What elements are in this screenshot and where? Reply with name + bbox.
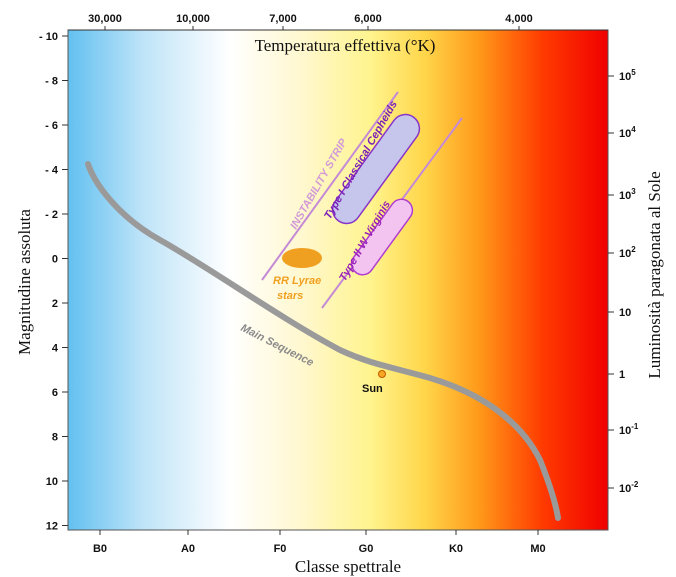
left-tick-label: 6 xyxy=(52,387,58,399)
left-tick-label: 8 xyxy=(52,432,58,444)
top-tick-label: 10,000 xyxy=(176,13,210,25)
left-tick-label: - 4 xyxy=(45,165,59,177)
left-tick-label: 12 xyxy=(46,521,58,533)
bottom-tick-label: B0 xyxy=(93,543,107,555)
right-tick-label: 10-1 xyxy=(619,422,639,437)
right-tick-label: 10 xyxy=(619,307,631,319)
type-ii-w-virginis-region xyxy=(350,198,414,276)
left-tick-label: - 8 xyxy=(45,76,58,88)
left-axis-title: Magnitudine assoluta xyxy=(15,209,34,355)
rr-lyrae-label-2: stars xyxy=(277,290,303,302)
bottom-tick-label: A0 xyxy=(181,543,195,555)
top-tick-label: 4,000 xyxy=(505,13,533,25)
sun-label: Sun xyxy=(362,383,383,395)
left-tick-label: 2 xyxy=(52,298,58,310)
main-sequence-curve xyxy=(85,161,561,521)
right-tick-label: 103 xyxy=(619,187,636,202)
bottom-tick-label: M0 xyxy=(530,543,545,555)
top-tick-label: 7,000 xyxy=(269,13,297,25)
instability-strip-left-boundary xyxy=(261,91,399,281)
type-i-cepheids-region xyxy=(331,113,421,225)
sun-marker xyxy=(378,370,386,378)
right-tick-label: 10-2 xyxy=(619,480,639,495)
rr-lyrae-region xyxy=(282,248,322,268)
right-axis-title: Luminosità paragonata al Sole xyxy=(645,171,664,378)
rr-lyrae-label: RR Lyrae xyxy=(273,275,321,287)
temperature-gradient-background xyxy=(68,30,608,530)
top-axis-title: Temperatura effettiva (°K) xyxy=(255,36,436,55)
left-tick-label: 0 xyxy=(52,254,58,266)
top-tick-label: 6,000 xyxy=(354,13,382,25)
left-tick-label: 10 xyxy=(46,476,58,488)
left-tick-label: - 10 xyxy=(39,31,58,43)
bottom-axis-title: Classe spettrale xyxy=(295,557,401,576)
top-tick-label: 30,000 xyxy=(88,13,122,25)
bottom-spectral-axis: B0 A0 F0 G0 K0 M0 Classe spettrale xyxy=(93,530,546,576)
right-tick-label: 102 xyxy=(619,245,636,260)
bottom-tick-label: F0 xyxy=(274,543,287,555)
left-tick-label: 4 xyxy=(52,343,59,355)
left-magnitude-axis: - 10 - 8 - 6 - 4 - 2 0 2 4 6 8 10 12 Magnitudine as… xyxy=(15,31,68,533)
bottom-tick-label: G0 xyxy=(359,543,374,555)
left-tick-label: - 2 xyxy=(45,209,58,221)
right-tick-label: 105 xyxy=(619,68,636,83)
right-tick-label: 104 xyxy=(619,125,636,140)
right-tick-label: 1 xyxy=(619,369,625,381)
left-tick-label: - 6 xyxy=(45,120,58,132)
bottom-tick-label: K0 xyxy=(449,543,463,555)
top-temperature-axis: 30,000 10,000 7,000 6,000 4,000 Temperatura … xyxy=(68,13,608,55)
